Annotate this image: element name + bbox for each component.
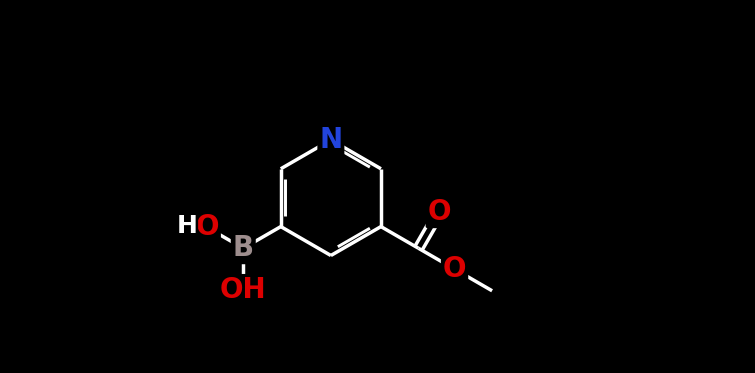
Text: O: O xyxy=(427,198,451,226)
Text: O: O xyxy=(442,255,467,283)
Text: H: H xyxy=(176,214,197,238)
Text: N: N xyxy=(319,126,343,154)
Text: B: B xyxy=(233,234,254,262)
Text: O: O xyxy=(196,213,219,241)
Text: OH: OH xyxy=(220,276,267,304)
